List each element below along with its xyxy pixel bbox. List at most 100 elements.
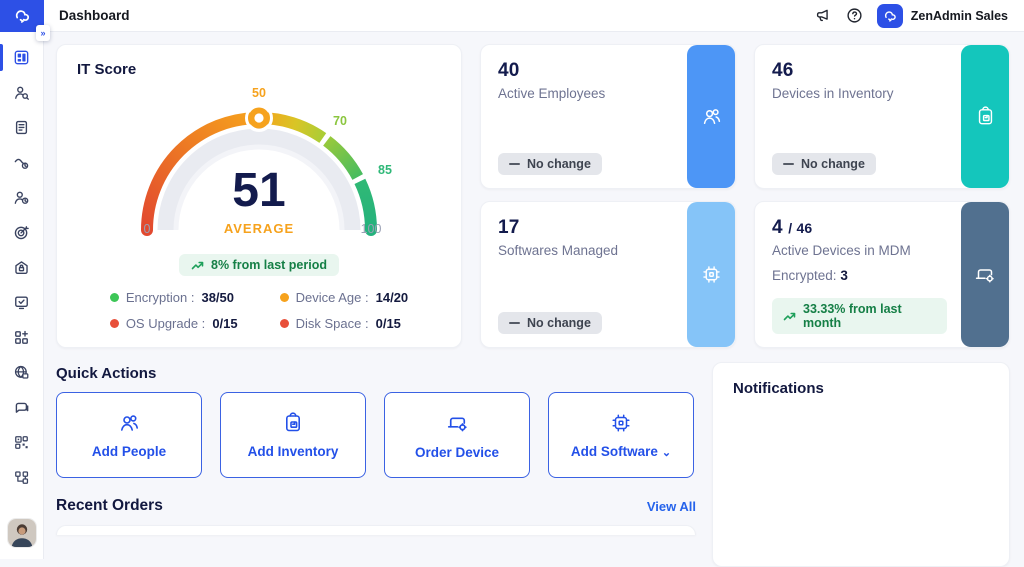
- legend-item-os-upgrade: OS Upgrade : 0/15: [109, 316, 238, 331]
- user-avatar[interactable]: [7, 519, 36, 547]
- sidebar-item-add-apps[interactable]: [0, 320, 44, 355]
- order-device-button[interactable]: Order Device: [384, 392, 530, 478]
- legend-item-device-age: Device Age : 14/20: [279, 290, 409, 305]
- announcements-button[interactable]: [813, 6, 833, 26]
- status-badge: No change: [772, 153, 876, 175]
- gauge-max-label: 100: [361, 222, 382, 236]
- dash-icon: [783, 163, 794, 165]
- quick-actions-row: Add People Add Inventory: [56, 392, 696, 478]
- recent-orders-table-top: [56, 525, 696, 535]
- add-software-button[interactable]: Add Software ⌄: [548, 392, 694, 478]
- badge-text: No change: [527, 157, 591, 171]
- badge-text: No change: [801, 157, 865, 171]
- people-icon: [117, 411, 141, 435]
- megaphone-icon: [814, 7, 831, 24]
- status-badge: 33.33% from last month: [772, 298, 947, 334]
- target-arrow-icon: [13, 224, 30, 241]
- stat-strip: [687, 202, 735, 347]
- red-dot-icon: [109, 319, 119, 328]
- status-badge: No change: [498, 153, 602, 175]
- quick-actions-title: Quick Actions: [56, 365, 157, 382]
- stat-card-active-employees: 40 Active Employees No change: [480, 44, 736, 189]
- sidebar-item-documents[interactable]: [0, 110, 44, 145]
- zenadmin-logo-icon: [11, 5, 33, 27]
- laptop-gear-icon: [973, 263, 997, 287]
- stat-label: Active Employees: [498, 86, 606, 101]
- sidebar-item-integrations[interactable]: [0, 425, 44, 460]
- hierarchy-icon: [13, 469, 30, 486]
- add-inventory-button[interactable]: Add Inventory: [220, 392, 366, 478]
- home-lock-icon: [13, 259, 30, 276]
- gauge-marker-70: 70: [333, 114, 347, 128]
- sidebar-item-org-chart[interactable]: [0, 460, 44, 495]
- it-score-card: IT Score: [56, 44, 462, 348]
- sidebar-item-chat[interactable]: [0, 390, 44, 425]
- stat-value: 40: [498, 60, 520, 81]
- help-icon: [846, 7, 863, 24]
- red-dot-icon: [279, 319, 289, 328]
- clipboard-icon: [974, 105, 997, 128]
- encrypted-count: Encrypted: 3: [772, 268, 947, 283]
- workspace-switcher[interactable]: ZenAdmin Sales: [876, 3, 1008, 28]
- stat-value: 4 / 46: [772, 217, 947, 239]
- topbar: Dashboard: [0, 0, 1024, 32]
- legend-label: Device Age :: [295, 290, 369, 305]
- qr-grid-icon: [13, 434, 30, 451]
- legend-item-encryption: Encryption : 38/50: [109, 290, 238, 305]
- legend-value: 14/20: [375, 290, 409, 305]
- quick-actions-section: Quick Actions Add People: [56, 362, 696, 535]
- sidebar-item-people[interactable]: [0, 75, 44, 110]
- gauge-value: 51: [232, 164, 285, 217]
- stat-value-main: 4: [772, 217, 783, 238]
- notifications-title: Notifications: [733, 380, 824, 397]
- recent-orders-title: Recent Orders: [56, 497, 163, 514]
- stat-value: 17: [498, 217, 520, 238]
- sidebar-item-dashboard[interactable]: [0, 40, 44, 75]
- button-label: Add Inventory: [247, 444, 339, 459]
- monitor-check-icon: [13, 294, 30, 311]
- gauge-marker-50: 50: [252, 86, 266, 100]
- dash-icon: [509, 322, 520, 324]
- chevrons-right-icon: »: [40, 28, 46, 38]
- workspace-logo-icon: [876, 3, 903, 28]
- button-label: Add People: [91, 444, 167, 459]
- document-icon: [13, 119, 30, 136]
- stat-strip: [961, 202, 1009, 347]
- button-label: Order Device: [414, 444, 500, 460]
- topbar-actions: ZenAdmin Sales: [813, 3, 1024, 28]
- legend-label: Disk Space :: [295, 316, 369, 331]
- page-title: Dashboard: [59, 8, 130, 23]
- globe-device-icon: [13, 364, 30, 381]
- sidebar-item-attendance[interactable]: [0, 180, 44, 215]
- sidebar-item-goals[interactable]: [0, 215, 44, 250]
- legend-label: OS Upgrade :: [125, 316, 206, 331]
- chat-bubbles-icon: [13, 399, 30, 416]
- stat-value: 46: [772, 60, 794, 81]
- encrypted-label: Encrypted:: [772, 268, 837, 283]
- sidebar-expand-button[interactable]: »: [36, 25, 50, 41]
- legend-value: 0/15: [375, 316, 401, 331]
- chip-icon: [700, 263, 723, 286]
- sidebar-item-device-check[interactable]: [0, 285, 44, 320]
- stat-card-active-devices-mdm: 4 / 46 Active Devices in MDM Encrypted: …: [754, 201, 1010, 348]
- stat-strip: [687, 45, 735, 188]
- orange-dot-icon: [279, 293, 289, 302]
- add-people-button[interactable]: Add People: [56, 392, 202, 478]
- sidebar-item-time-off[interactable]: [0, 145, 44, 180]
- view-all-link[interactable]: View All: [646, 498, 696, 514]
- button-text: Add Software: [570, 444, 658, 459]
- it-score-gauge: 50 70 85 51 AVERAGE 0 100: [109, 80, 409, 252]
- grid-plus-icon: [13, 329, 30, 346]
- green-dot-icon: [109, 293, 119, 302]
- badge-text: No change: [527, 316, 591, 330]
- gauge-min-label: 0: [144, 222, 151, 236]
- chevron-down-icon: ⌄: [661, 446, 672, 459]
- help-button[interactable]: [845, 6, 865, 26]
- button-label: Add Software ⌄: [571, 444, 671, 459]
- dashboard-grid-icon: [13, 49, 30, 66]
- main-content: IT Score: [44, 32, 1024, 567]
- sidebar-item-asset-security[interactable]: [0, 250, 44, 285]
- sidebar-item-web-apps[interactable]: [0, 355, 44, 390]
- recent-orders-header: Recent Orders View All: [56, 497, 696, 515]
- user-search-icon: [13, 84, 30, 101]
